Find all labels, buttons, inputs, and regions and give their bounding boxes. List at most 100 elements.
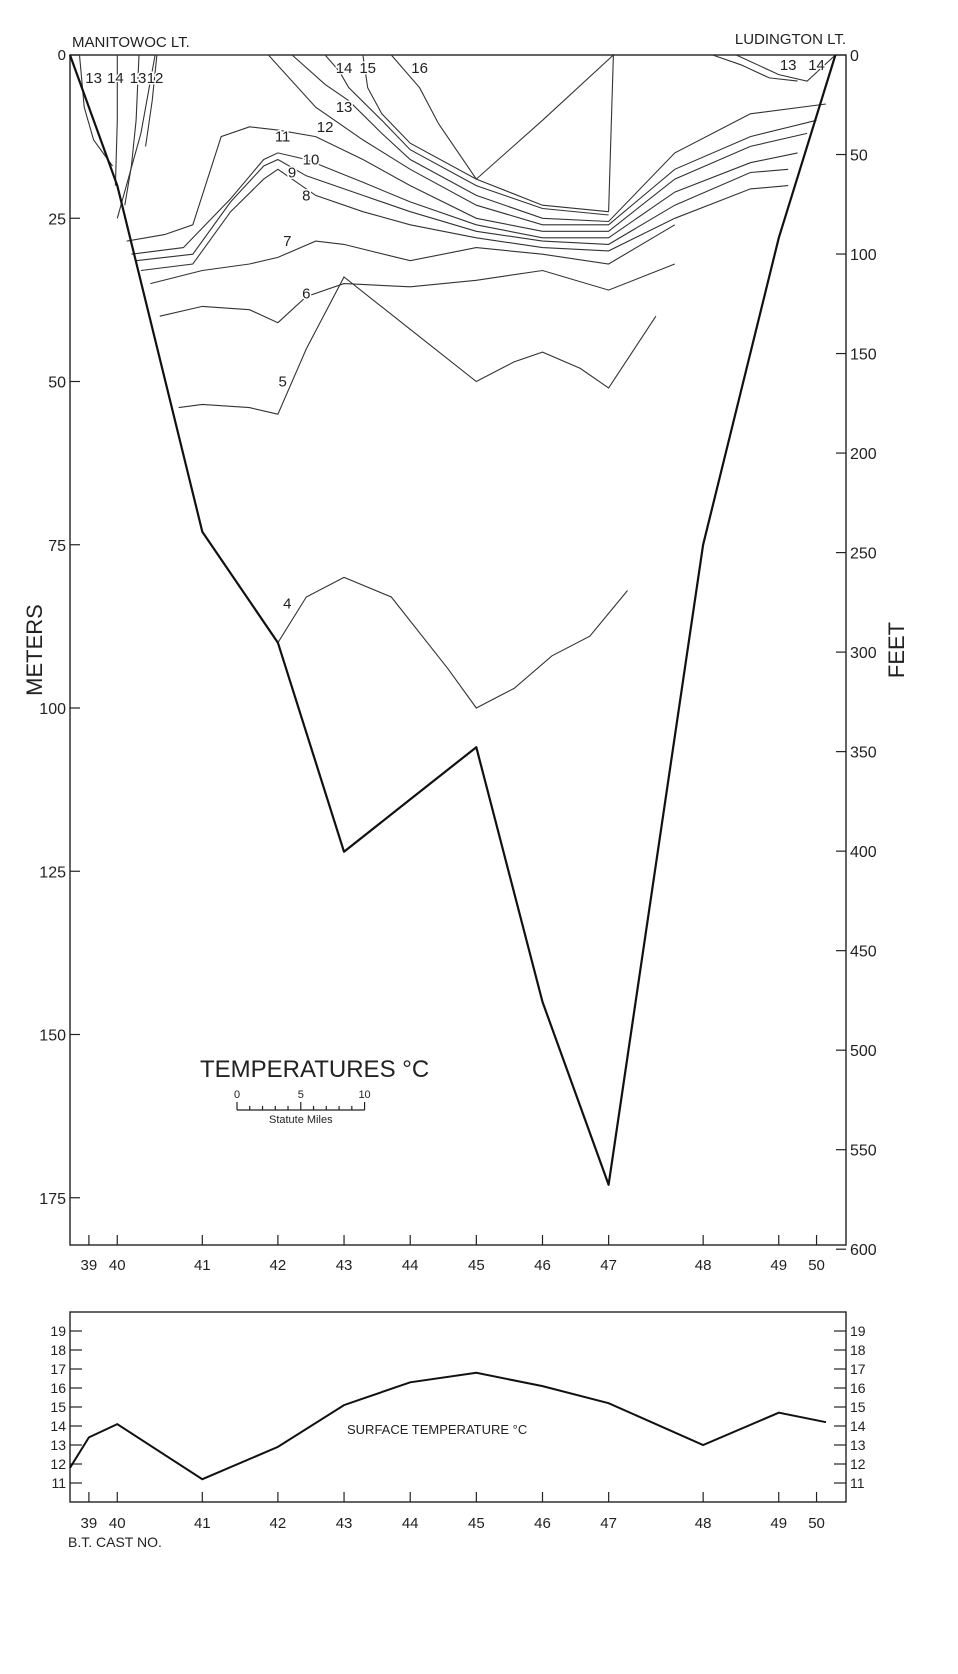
section-chart-title: TEMPERATURES °C [200,1056,429,1083]
isotherm-13 [712,54,798,82]
surface-y-tick-label-left: 19 [50,1323,66,1339]
surface-y-tick-label-left: 16 [50,1380,66,1396]
y-tick-label-meters: 75 [48,538,66,555]
x-tick-label: 45 [468,1257,485,1274]
surface-y-tick-label-right: 11 [850,1475,865,1491]
surface-y-tick-label-left: 13 [50,1437,66,1453]
x-tick-label: 44 [402,1257,419,1274]
surface-y-tick-label-right: 19 [850,1323,866,1339]
scale-bar-tick-label: 0 [234,1089,240,1101]
isotherm-label: 13 [85,70,102,87]
isotherm-label: 12 [147,70,164,87]
y-tick-label-feet: 500 [850,1043,877,1060]
y-axis-label-meters: METERS [22,604,47,696]
y-tick-label-feet: 600 [850,1242,877,1259]
scale-bar-tick-label: 5 [298,1089,304,1101]
y-tick-label-meters: 25 [48,211,66,228]
isotherm-label: 13 [780,57,797,74]
isotherm-14 [735,54,836,82]
x-tick-label: 46 [534,1257,551,1274]
lake-bottom-profile [68,54,837,1186]
isotherm-label: 4 [283,596,291,613]
surface-x-tick-label: 39 [81,1515,98,1532]
isotherm-label: 14 [336,60,353,77]
surface-y-tick-label-left: 15 [50,1399,66,1415]
surface-y-tick-label-right: 13 [850,1437,866,1453]
isotherm-16 [390,53,614,212]
surface-y-tick-label-right: 15 [850,1399,866,1415]
y-tick-label-meters: 100 [39,701,66,718]
x-tick-label: 50 [808,1257,825,1274]
scale-bar-label: Statute Miles [269,1114,333,1126]
surface-x-tick-label: 42 [270,1515,287,1532]
y-tick-label-feet: 100 [850,247,877,264]
isotherm-13 [124,54,140,206]
isotherm-label: 9 [288,165,296,182]
y-tick-label-feet: 250 [850,546,877,563]
y-tick-label-feet: 350 [850,745,877,762]
right-station-label: LUDINGTON LT. [735,31,846,48]
y-tick-label-feet: 50 [850,148,868,165]
isotherm-7 [150,224,676,285]
isotherm-13 [291,54,827,223]
x-tick-label: 43 [336,1257,353,1274]
y-tick-label-feet: 0 [850,48,859,65]
isotherm-5 [178,276,657,415]
y-tick-label-feet: 450 [850,944,877,961]
isotherm-label: 12 [317,119,334,136]
y-tick-label-feet: 550 [850,1143,877,1160]
isotherm-8 [140,168,789,272]
surface-x-tick-label: 40 [109,1515,126,1532]
surface-x-tick-label: 48 [695,1515,712,1532]
surface-y-tick-label-right: 17 [850,1361,866,1377]
isotherm-14 [324,54,609,216]
y-tick-label-meters: 125 [39,864,66,881]
surface-y-tick-label-left: 11 [51,1475,66,1491]
surface-x-tick-label: 46 [534,1515,551,1532]
surface-x-tick-label: 45 [468,1515,485,1532]
isotherm-6 [159,263,676,324]
surface-y-tick-label-left: 12 [50,1456,66,1472]
y-axis-label-feet: FEET [884,622,909,678]
surface-x-tick-label: 44 [402,1515,419,1532]
isotherm-label: 15 [359,60,376,77]
isotherm-label: 13 [130,70,147,87]
surface-temperature-line [69,1371,827,1481]
y-tick-label-feet: 300 [850,645,877,662]
isotherm-label: 7 [283,233,291,250]
isotherm-label: 5 [278,374,286,391]
y-tick-label-feet: 400 [850,844,877,861]
surface-y-tick-label-left: 18 [50,1342,66,1358]
x-tick-label: 40 [109,1257,126,1274]
isotherm-label: 6 [302,285,310,302]
isotherm-label: 10 [303,151,320,168]
isotherm-4 [277,576,628,709]
isotherm-label: 16 [411,60,428,77]
isotherm-9 [136,158,789,262]
isotherm-12 [145,54,158,147]
surface-x-tick-label: 50 [808,1515,825,1532]
isotherm-label: 8 [302,187,310,204]
left-station-label: MANITOWOC LT. [72,34,190,51]
x-tick-label: 41 [194,1257,211,1274]
surface-axes: 19 19 18 18 17 17 16 16 15 15 14 14 13 13 12 12 11 11 39 40… [50,1323,865,1532]
y-tick-label-meters: 50 [48,375,66,392]
y-tick-label-meters: 175 [39,1191,66,1208]
y-tick-label-meters: 150 [39,1028,66,1045]
isotherm-label: 14 [107,70,124,87]
x-tick-label: 48 [695,1257,712,1274]
scale-bar-tick-label: 10 [358,1089,370,1101]
surface-y-tick-label-right: 18 [850,1342,866,1358]
isotherm-11 [126,126,808,242]
x-tick-label: 47 [600,1257,617,1274]
surface-x-tick-label: 43 [336,1515,353,1532]
x-tick-label: 49 [770,1257,787,1274]
scale-bar: Statute Miles 0 5 10 [234,1089,371,1126]
x-axis-label: B.T. CAST NO. [68,1534,162,1550]
y-tick-label-meters: 0 [58,47,66,64]
surface-chart-title: SURFACE TEMPERATURE °C [347,1422,527,1437]
y-tick-label-feet: 150 [850,347,877,364]
